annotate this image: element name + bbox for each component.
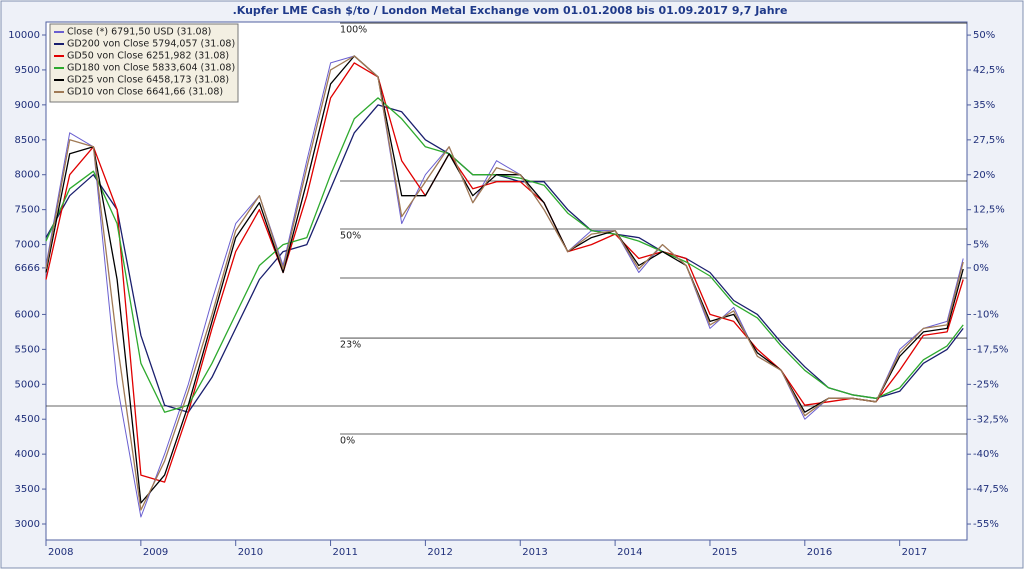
y2-tick-label: -10% bbox=[973, 309, 999, 320]
y-tick-label: 9000 bbox=[15, 100, 40, 111]
legend-label: GD10 von Close 6641,66 (31.08) bbox=[67, 87, 223, 98]
fib-label: 0% bbox=[340, 436, 355, 447]
y-tick-label: 8500 bbox=[15, 135, 40, 146]
y2-tick-label: 42,5% bbox=[973, 65, 1005, 76]
y-tick-label: 10000 bbox=[8, 30, 40, 41]
x-tick-label: 2012 bbox=[427, 547, 452, 558]
plot: 3000 3500 4000 4500 5000 5500 6000 6666 7000 7500… bbox=[8, 22, 1008, 558]
legend-label: GD180 von Close 5833,604 (31.08) bbox=[67, 63, 235, 74]
y-tick-label: 9500 bbox=[15, 65, 40, 76]
y-tick-label: 6666 bbox=[15, 263, 40, 274]
y-tick-label: 7000 bbox=[15, 240, 40, 251]
y-tick-label: 8000 bbox=[15, 170, 40, 181]
y-tick-label: 4000 bbox=[15, 449, 40, 460]
legend: Close (*) 6791,50 USD (31.08)GD200 von C… bbox=[49, 23, 239, 103]
x-tick-label: 2009 bbox=[143, 547, 168, 558]
series-line bbox=[45, 104, 964, 413]
y2-tick-label: -32,5% bbox=[973, 414, 1008, 425]
y-tick-label: 5000 bbox=[15, 379, 40, 390]
x-tick-label: 2011 bbox=[333, 547, 358, 558]
series-line bbox=[45, 62, 964, 483]
fib-label: 23% bbox=[340, 340, 361, 351]
y2-tick-label: -47,5% bbox=[973, 484, 1008, 495]
y2-tick-label: 27,5% bbox=[973, 135, 1005, 146]
series-line bbox=[45, 97, 964, 413]
x-tick-label: 2015 bbox=[712, 547, 737, 558]
x-tick-label: 2013 bbox=[522, 547, 547, 558]
y2-tick-label: 20% bbox=[973, 170, 995, 181]
y2-tick-label: 12,5% bbox=[973, 205, 1005, 216]
y-tick-label: 3500 bbox=[15, 484, 40, 495]
fib-label: 50% bbox=[340, 230, 361, 241]
series-line bbox=[45, 55, 964, 504]
series-line bbox=[45, 55, 964, 511]
x-tick-label: 2014 bbox=[617, 547, 642, 558]
chart-title: .Kupfer LME Cash $/to / London Metal Exc… bbox=[233, 4, 788, 17]
fib-label: 100% bbox=[340, 25, 367, 36]
y-tick-label: 7500 bbox=[15, 205, 40, 216]
plot-area bbox=[45, 21, 968, 541]
y2-tick-label: -55% bbox=[973, 519, 999, 530]
legend-label: GD200 von Close 5794,057 (31.08) bbox=[67, 39, 235, 50]
legend-label: Close (*) 6791,50 USD (31.08) bbox=[67, 27, 211, 38]
y2-tick-label: 35% bbox=[973, 100, 995, 111]
y2-tick-label: 0% bbox=[973, 263, 989, 274]
y-tick-label: 6000 bbox=[15, 309, 40, 320]
x-tick-label: 2017 bbox=[902, 547, 927, 558]
series-line bbox=[45, 55, 964, 518]
legend-label: GD25 von Close 6458,173 (31.08) bbox=[67, 75, 229, 86]
y-tick-label: 4500 bbox=[15, 414, 40, 425]
legend-box bbox=[49, 23, 239, 103]
y-tick-label: 3000 bbox=[15, 519, 40, 530]
x-tick-label: 2008 bbox=[48, 547, 73, 558]
y-tick-label: 5500 bbox=[15, 344, 40, 355]
y2-tick-label: 5% bbox=[973, 240, 989, 251]
y2-tick-label: -40% bbox=[973, 449, 999, 460]
x-tick-label: 2016 bbox=[807, 547, 832, 558]
y2-tick-label: -17,5% bbox=[973, 344, 1008, 355]
x-tick-label: 2010 bbox=[238, 547, 263, 558]
y2-tick-label: 50% bbox=[973, 30, 995, 41]
legend-label: GD50 von Close 6251,982 (31.08) bbox=[67, 51, 229, 62]
y2-tick-label: -25% bbox=[973, 379, 999, 390]
